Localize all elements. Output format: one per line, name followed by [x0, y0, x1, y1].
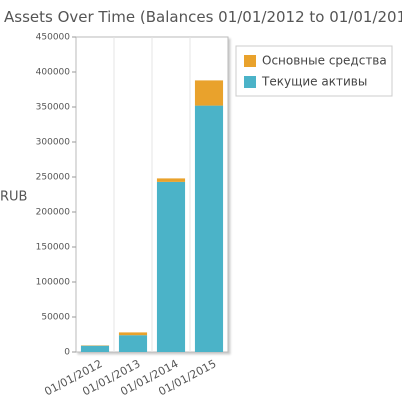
bar-segment — [194, 80, 224, 106]
bar-segment — [194, 105, 224, 352]
y-tick-label: 150000 — [36, 243, 71, 253]
y-tick-label: 50000 — [41, 313, 70, 323]
y-tick-label: 100000 — [36, 278, 71, 288]
legend-label: Текущие активы — [261, 75, 367, 89]
y-tick-label: 300000 — [36, 138, 71, 148]
y-tick-label: 350000 — [36, 103, 71, 113]
y-tick-label: 400000 — [36, 68, 71, 78]
bar-segment — [118, 332, 148, 336]
legend — [235, 45, 393, 97]
legend-swatch — [244, 76, 256, 88]
bar-segment — [80, 345, 110, 352]
legend-label: Основные средства — [262, 54, 387, 68]
y-tick-label: 200000 — [36, 208, 71, 218]
bar-segment — [156, 181, 186, 352]
y-tick-label: 450000 — [36, 33, 71, 43]
y-axis-label: RUB — [0, 190, 27, 205]
bar-segment — [156, 178, 186, 182]
y-tick-label: 0 — [64, 348, 70, 358]
chart-title: Assets Over Time (Balances 01/01/2012 to… — [4, 8, 402, 26]
bar-segment — [118, 335, 148, 352]
legend-swatch — [244, 55, 256, 67]
y-tick-label: 250000 — [36, 173, 71, 183]
